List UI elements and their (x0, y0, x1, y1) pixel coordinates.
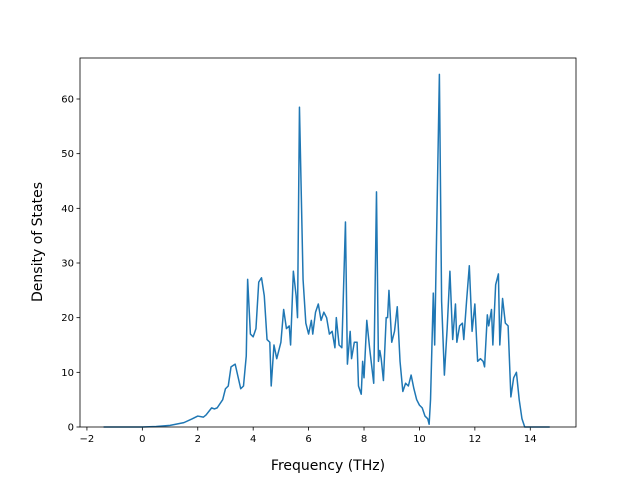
plot-frame (79, 57, 577, 428)
x-tick-label: 12 (468, 434, 481, 445)
y-tick-label: 60 (61, 95, 74, 106)
x-tick-label: 10 (413, 434, 426, 445)
x-tick-label: 0 (139, 434, 145, 445)
x-tick-label: 14 (524, 434, 537, 445)
x-tick-label: 8 (361, 434, 367, 445)
y-tick-label: 50 (61, 149, 74, 160)
y-tick-label: 10 (61, 368, 74, 379)
x-tick-label: 2 (195, 434, 201, 445)
y-tick-label: 0 (68, 423, 74, 434)
x-tick-label: 6 (305, 434, 311, 445)
y-tick-label: 40 (61, 204, 74, 215)
y-tick-label: 20 (61, 313, 74, 324)
y-tick-label: 30 (61, 259, 74, 270)
x-axis-label: Frequency (THz) (271, 458, 385, 474)
y-axis-label: Density of States (30, 182, 46, 302)
x-tick-label: −2 (80, 434, 95, 445)
x-tick-label: 4 (250, 434, 256, 445)
line (103, 73, 550, 428)
